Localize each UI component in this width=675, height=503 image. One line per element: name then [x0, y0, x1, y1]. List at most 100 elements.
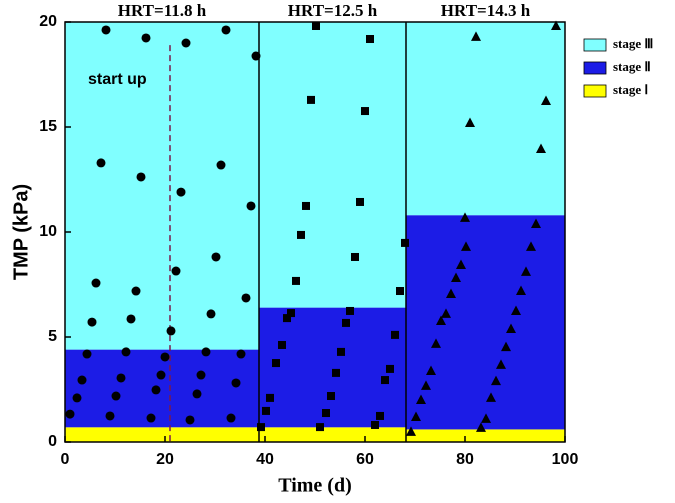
point	[136, 172, 146, 182]
point	[91, 278, 101, 288]
point	[211, 252, 221, 262]
point	[476, 422, 486, 432]
point	[386, 364, 394, 373]
point	[486, 392, 496, 402]
point	[87, 317, 97, 327]
point	[516, 285, 526, 296]
y-tick-label: 0	[48, 433, 57, 450]
point	[216, 160, 226, 170]
point	[160, 352, 170, 362]
point	[361, 107, 369, 116]
point	[551, 20, 561, 30]
y-tick-label: 20	[39, 13, 57, 30]
point	[82, 349, 92, 359]
point	[446, 288, 456, 298]
point	[481, 413, 491, 423]
stage-band	[259, 307, 406, 428]
point	[436, 315, 446, 326]
point	[262, 406, 270, 415]
point	[312, 21, 320, 30]
point	[491, 375, 501, 386]
point	[471, 31, 481, 41]
point	[342, 318, 350, 327]
point	[431, 338, 441, 348]
y-tick-label: 10	[39, 223, 57, 240]
point	[151, 385, 161, 395]
legend-swatch	[583, 38, 607, 52]
point	[278, 340, 286, 349]
legend-swatch	[583, 84, 607, 98]
point	[526, 241, 536, 251]
point	[356, 197, 364, 206]
point	[536, 143, 546, 154]
point	[461, 241, 471, 251]
y-tick-label: 5	[48, 328, 57, 345]
point	[251, 51, 261, 61]
x-tick-label: 20	[156, 451, 174, 468]
point	[496, 359, 506, 369]
point	[460, 212, 470, 222]
point	[65, 409, 75, 419]
point	[401, 238, 409, 247]
x-tick-label: 40	[256, 451, 274, 468]
point	[201, 347, 211, 357]
point	[406, 426, 416, 436]
point	[411, 411, 421, 422]
period-label: HRT=12.5 h	[288, 1, 378, 20]
point	[221, 25, 231, 35]
point	[72, 393, 82, 403]
point	[465, 117, 475, 128]
point	[266, 393, 274, 402]
point	[327, 392, 335, 401]
point	[381, 376, 389, 385]
point	[332, 368, 340, 377]
point	[511, 305, 521, 315]
point	[192, 389, 202, 399]
stage-band	[65, 427, 259, 442]
point	[297, 230, 305, 239]
point	[376, 411, 384, 420]
point	[396, 287, 404, 296]
point	[146, 413, 156, 423]
point	[451, 272, 461, 282]
legend-label: stage Ⅰ	[613, 82, 648, 97]
point	[337, 347, 345, 356]
point	[316, 423, 324, 432]
stage-band	[65, 22, 259, 350]
point	[185, 415, 195, 425]
point	[121, 347, 131, 357]
stage-band	[259, 427, 406, 442]
point	[501, 341, 511, 352]
x-tick-label: 0	[61, 451, 70, 468]
legend-label: stage Ⅲ	[613, 36, 653, 51]
point	[105, 411, 115, 421]
point	[196, 370, 206, 380]
point	[257, 423, 265, 432]
point	[441, 308, 451, 318]
point	[287, 309, 295, 318]
point	[116, 373, 126, 383]
point	[292, 276, 300, 285]
point	[231, 378, 241, 388]
x-tick-label: 80	[456, 451, 474, 468]
point	[236, 349, 246, 359]
legend-label: stage Ⅱ	[613, 59, 651, 74]
point	[302, 201, 310, 210]
point	[131, 286, 141, 296]
stage-band	[406, 429, 565, 442]
point	[166, 326, 176, 336]
point	[521, 266, 531, 276]
point	[176, 187, 186, 197]
point	[366, 35, 374, 44]
stage-band	[259, 22, 406, 308]
point	[351, 252, 359, 261]
point	[111, 391, 121, 401]
x-tick-label: 60	[356, 451, 374, 468]
point	[391, 330, 399, 339]
point	[416, 394, 426, 404]
period-label: HRT=14.3 h	[441, 1, 531, 20]
point	[126, 314, 136, 324]
point	[426, 365, 436, 376]
stage-band	[406, 215, 565, 430]
